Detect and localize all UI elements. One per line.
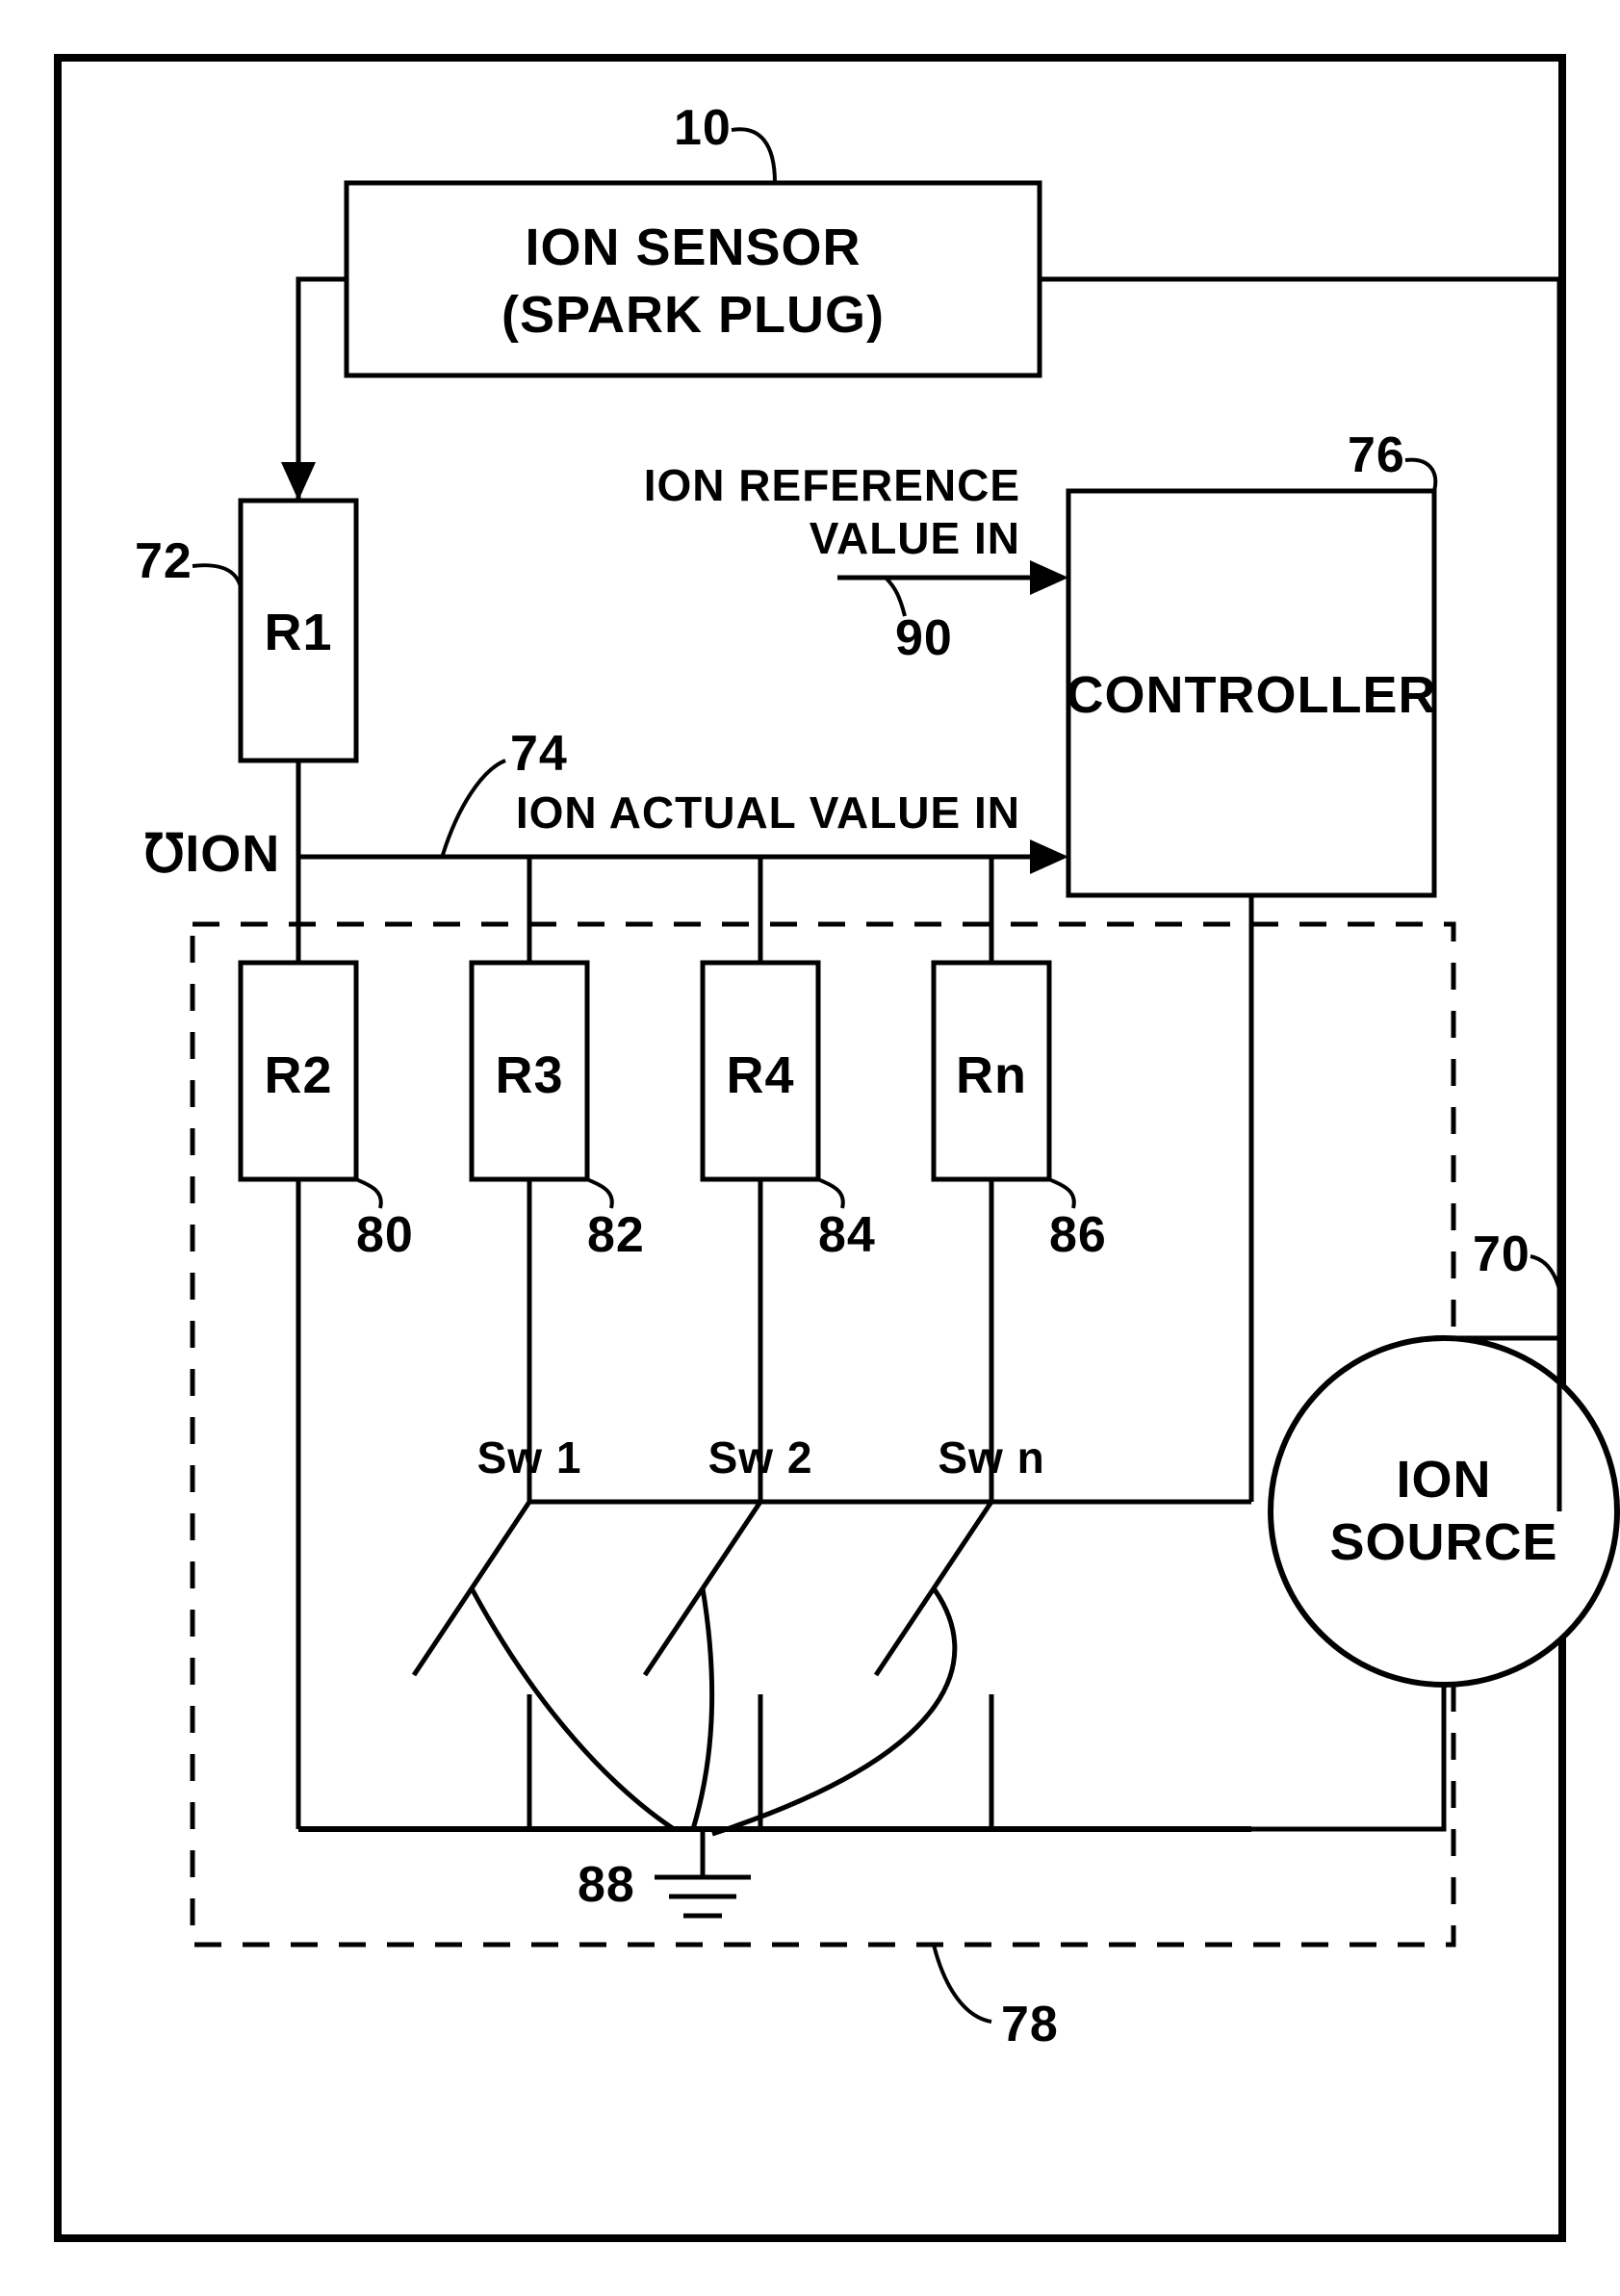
lead-78: [934, 1945, 991, 2022]
ref-72: 72: [135, 533, 193, 589]
lead-76: [1405, 460, 1435, 491]
ref-78: 78: [1001, 1997, 1059, 2052]
ref-84: 84: [818, 1207, 876, 1263]
tie-sw2: [693, 1588, 712, 1829]
lead-74: [443, 761, 505, 855]
ion-source-label-1: ION: [1396, 1451, 1491, 1509]
r3-label: R3: [495, 1046, 563, 1104]
ion-sensor-box: [347, 183, 1040, 375]
bus-arrow-head: [1030, 839, 1068, 874]
lead-82: [587, 1179, 612, 1208]
ion-ref-label-1: ION REFERENCE: [644, 460, 1020, 510]
r2-label: R2: [264, 1046, 332, 1104]
lead-72: [193, 565, 241, 587]
swn-label: Sw n: [938, 1432, 1044, 1483]
lead-86: [1049, 1179, 1074, 1208]
ref-86: 86: [1049, 1207, 1107, 1263]
ref-90: 90: [895, 610, 953, 666]
ref-74: 74: [510, 726, 568, 782]
ion-ref-label-2: VALUE IN: [810, 513, 1020, 563]
ref-82: 82: [587, 1207, 645, 1263]
ref-70: 70: [1473, 1226, 1530, 1282]
tie-swn: [712, 1588, 955, 1834]
wire-source-to-ground: [1251, 1685, 1444, 1829]
sw2-label: Sw 2: [708, 1432, 813, 1483]
lead-84: [818, 1179, 843, 1208]
ion-sensor-label-1: ION SENSOR: [525, 219, 861, 276]
ref-88: 88: [578, 1857, 635, 1913]
r4-label: R4: [726, 1046, 794, 1104]
uion-label: ℧ION: [144, 825, 280, 883]
ion-ref-arrow-head: [1030, 560, 1068, 595]
rn-label: Rn: [956, 1046, 1027, 1104]
ion-source-label-2: SOURCE: [1329, 1513, 1557, 1571]
sw1-label: Sw 1: [477, 1432, 582, 1483]
ref-10: 10: [674, 100, 732, 156]
circuit-diagram: ION SENSOR (SPARK PLUG) 10 R1 72 CONTROL…: [0, 0, 1620, 2296]
arrow-to-r1: [281, 462, 316, 501]
ref-76: 76: [1348, 427, 1405, 483]
lead-80: [356, 1179, 381, 1208]
ion-source-circle: [1271, 1338, 1617, 1685]
ion-actual-label: ION ACTUAL VALUE IN: [516, 787, 1020, 838]
tie-sw1: [472, 1588, 674, 1829]
ref-80: 80: [356, 1207, 414, 1263]
r1-label: R1: [264, 604, 332, 661]
controller-label: CONTROLLER: [1067, 666, 1437, 724]
lead-10: [732, 129, 775, 183]
ion-sensor-label-2: (SPARK PLUG): [501, 286, 885, 344]
